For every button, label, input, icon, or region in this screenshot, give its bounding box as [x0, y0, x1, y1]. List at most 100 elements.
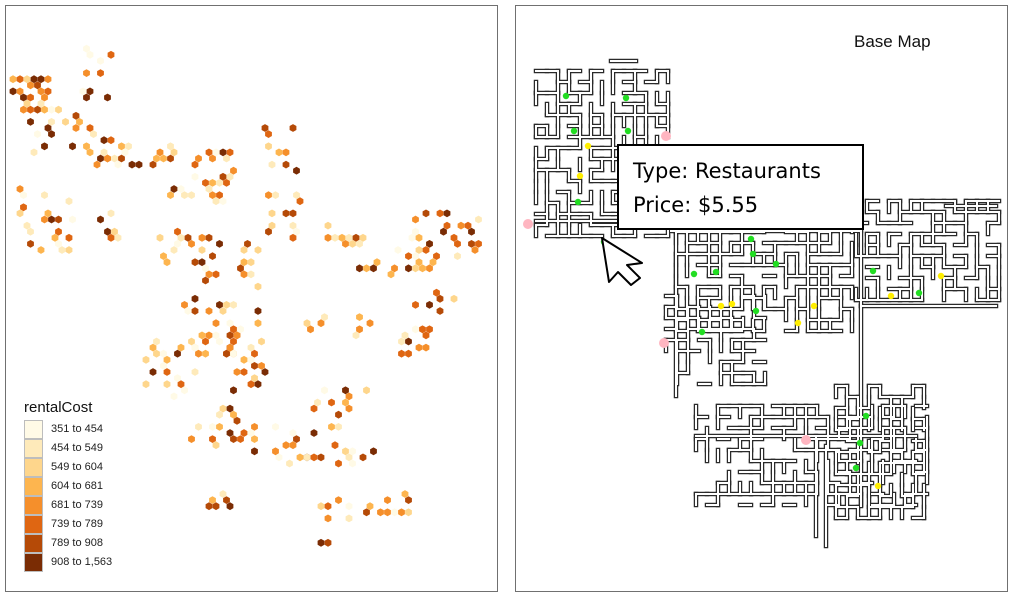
rental-hex-cell	[177, 380, 185, 389]
rental-hex-cell	[258, 337, 265, 346]
rental-hex-cell	[314, 398, 321, 407]
rental-hex-cell	[405, 337, 412, 346]
poi-marker-green[interactable]	[624, 127, 632, 135]
rental-hex-cell	[422, 331, 430, 340]
poi-marker-green[interactable]	[622, 94, 630, 102]
rental-hex-cell	[69, 142, 76, 151]
rental-hex-cell	[188, 191, 195, 199]
rental-hex-cell	[247, 355, 255, 364]
poi-marker-yellow[interactable]	[887, 292, 895, 300]
rental-hex-cell	[436, 307, 444, 315]
rental-hex-cell	[195, 154, 202, 163]
rental-hex-cell	[27, 93, 34, 102]
rental-hex-cell	[275, 148, 283, 157]
rental-hex-cell	[282, 209, 290, 218]
rental-hex-cell	[107, 50, 115, 59]
rental-hex-cell	[240, 368, 248, 376]
rental-hex-cell	[349, 459, 356, 468]
rental-hex-cell	[331, 233, 339, 242]
poi-marker-green[interactable]	[862, 412, 870, 420]
rental-hex-cell	[345, 392, 353, 401]
poi-marker-yellow[interactable]	[810, 302, 818, 310]
rental-hex-cell	[272, 447, 279, 456]
poi-marker-pink[interactable]	[801, 435, 811, 445]
rental-hex-cell	[72, 111, 80, 120]
street-network-layer	[523, 58, 1002, 549]
poi-marker-green[interactable]	[856, 439, 864, 447]
rental-hex-cell	[170, 392, 178, 401]
rental-hex-cell	[160, 349, 167, 358]
poi-marker-pink[interactable]	[659, 338, 669, 348]
rental-hex-cell	[128, 160, 136, 169]
poi-marker-pink[interactable]	[523, 219, 533, 229]
poi-marker-green[interactable]	[915, 289, 923, 297]
rental-hex-cell	[219, 404, 227, 413]
poi-marker-green[interactable]	[690, 270, 698, 278]
rental-hex-cell	[345, 233, 353, 242]
rental-hex-cell	[345, 514, 353, 523]
rental-hex-cell	[328, 398, 335, 407]
poi-marker-yellow[interactable]	[728, 300, 736, 308]
poi-marker-green[interactable]	[747, 235, 755, 243]
rental-hex-cell	[426, 264, 433, 273]
poi-marker-green[interactable]	[574, 198, 582, 206]
rental-hex-cell	[30, 148, 38, 157]
poi-marker-green[interactable]	[570, 127, 578, 135]
poi-marker-green[interactable]	[752, 307, 760, 315]
rental-hex-cell	[216, 410, 223, 419]
rental-hex-cell	[69, 215, 76, 224]
rental-cost-map-panel: rentalCost 351 to 454 454 to 549 549 to …	[5, 5, 498, 592]
rental-hex-cell	[412, 264, 419, 273]
rental-hex-cell	[230, 435, 237, 443]
rental-hex-cell	[223, 179, 230, 187]
rental-hex-cell	[233, 331, 241, 340]
rental-hex-cell	[349, 240, 356, 248]
poi-marker-pink[interactable]	[661, 131, 671, 141]
rental-hex-cell	[363, 386, 370, 395]
rental-hex-cell	[37, 75, 45, 84]
rental-hex-cell	[209, 154, 216, 163]
rental-hex-cell	[226, 343, 234, 352]
rental-hex-cell	[188, 435, 195, 443]
poi-marker-green[interactable]	[712, 268, 720, 276]
rental-hex-cell	[107, 209, 115, 218]
rental-hex-cell	[156, 233, 164, 242]
poi-marker-yellow[interactable]	[717, 302, 725, 310]
poi-marker-green[interactable]	[869, 267, 877, 275]
rental-hex-cell	[268, 221, 276, 230]
poi-marker-yellow[interactable]	[874, 482, 882, 490]
rental-hex-cell	[111, 154, 118, 163]
rental-hex-cell	[160, 362, 167, 370]
rental-hex-cell	[100, 136, 108, 145]
rental-hex-cell	[149, 368, 157, 376]
rental-hex-cell	[405, 508, 412, 517]
poi-marker-yellow[interactable]	[576, 172, 584, 180]
poi-marker-green[interactable]	[562, 92, 570, 100]
rental-hex-cell	[471, 246, 479, 254]
rental-hex-cell	[282, 441, 290, 450]
poi-marker-yellow[interactable]	[794, 319, 802, 327]
rental-hex-cell	[27, 240, 34, 248]
rental-hex-cell	[170, 185, 178, 193]
rental-hex-cell	[433, 288, 440, 297]
poi-marker-yellow[interactable]	[584, 142, 592, 150]
poi-marker-green[interactable]	[772, 260, 780, 268]
rental-hex-cell	[41, 105, 48, 114]
poi-marker-green[interactable]	[749, 250, 757, 258]
rental-hex-cell	[216, 191, 223, 199]
rental-hex-cell	[324, 538, 332, 547]
poi-marker-green[interactable]	[852, 464, 860, 472]
tooltip-price-line: Price: $5.55	[633, 193, 759, 217]
rental-hex-cell	[177, 343, 185, 352]
rental-hex-cell	[370, 264, 377, 273]
rental-hex-cell	[198, 233, 206, 242]
rental-hex-cell	[454, 252, 461, 260]
poi-marker-green[interactable]	[698, 328, 706, 336]
rental-hex-cell	[335, 423, 342, 431]
rental-hex-cell	[209, 423, 216, 431]
rental-hex-cell	[268, 209, 276, 218]
rental-hex-cell	[205, 307, 213, 315]
rental-hex-cell	[356, 264, 363, 273]
poi-marker-yellow[interactable]	[937, 272, 945, 280]
rental-hex-cell	[328, 423, 335, 431]
